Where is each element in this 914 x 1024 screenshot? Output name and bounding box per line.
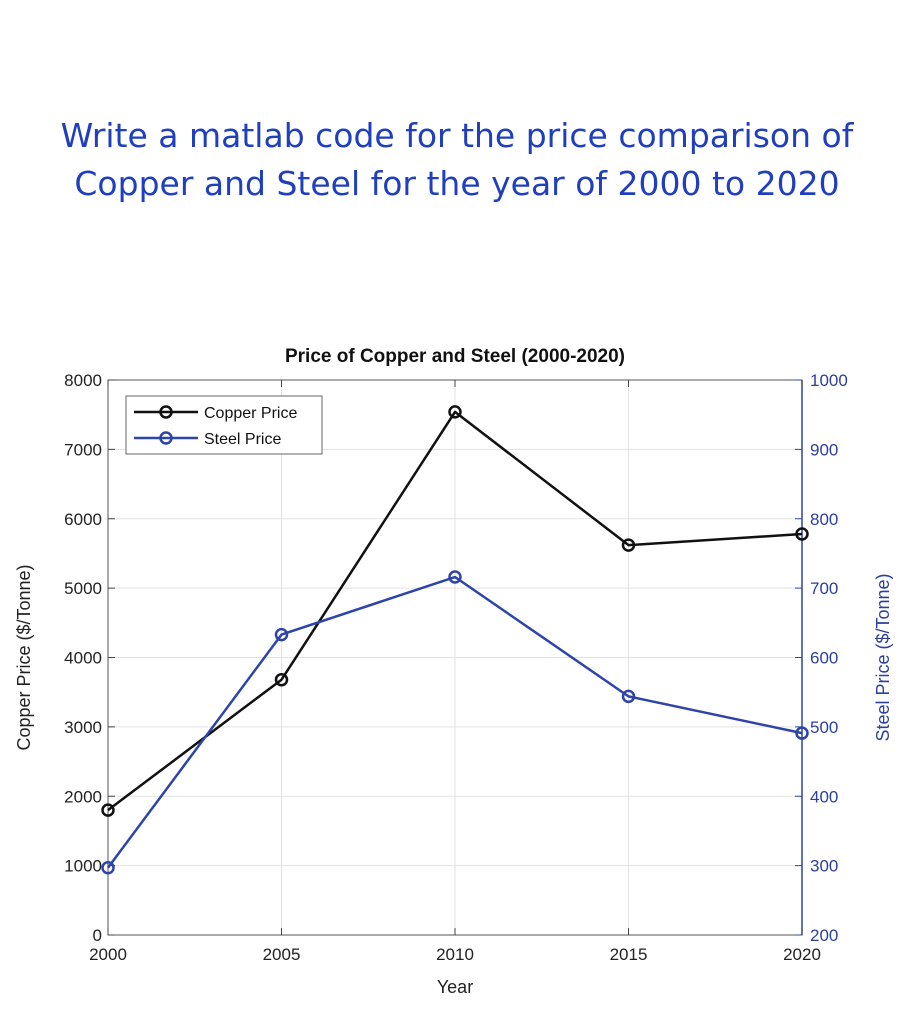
copper-price-point [448,405,462,419]
legend-label-steel: Steel Price [204,431,281,448]
y-right-tick-label: 300 [810,857,838,876]
legend-marker-copper [159,405,173,419]
copper-price-point [101,803,115,817]
y-right-tick-label: 200 [810,926,838,945]
prompt-line-1: Write a matlab code for the price compar… [60,116,854,155]
series-layer [101,405,809,875]
legend-label-copper: Copper Price [204,405,297,422]
y-right-axis-label: Steel Price ($/Tonne) [873,573,893,741]
y-left-tick-label: 3000 [64,718,102,737]
steel-price-point [101,860,115,875]
y-right-tick-label: 400 [810,787,838,806]
x-tick-label: 2010 [436,945,474,964]
y-right-tick-label: 800 [810,510,838,529]
steel-price-point [448,570,462,584]
axis-ticks: 2000 2005 2010 2015 2020 0 1000 2000 3000 4000 500… [64,371,848,964]
x-axis-label: Year [437,977,473,997]
steel-price-point [795,726,809,740]
steel-price-line [106,575,803,869]
y-right-tick-label: 700 [810,579,838,598]
x-tick-label: 2020 [783,945,821,964]
y-left-tick-label: 2000 [64,787,102,806]
grid-lines [107,379,803,936]
x-tick-label: 2015 [610,945,648,964]
y-left-tick-label: 1000 [64,857,102,876]
y-left-tick-label: 8000 [64,371,102,390]
copper-price-line [107,410,803,812]
y-left-tick-label: 6000 [64,510,102,529]
y-right-tick-label: 1000 [810,371,848,390]
y-left-tick-label: 7000 [64,440,102,459]
legend-marker-steel [159,431,173,445]
question-prompt: Write a matlab code for the price compar… [0,112,914,208]
legend-box [125,395,323,455]
y-right-tick-label: 500 [810,718,838,737]
copper-price-point [795,527,809,541]
x-tick-label: 2000 [89,945,127,964]
y-left-tick-label: 5000 [64,579,102,598]
y-left-tick-label: 0 [93,926,102,945]
price-chart: 2000 2005 2010 2015 2020 0 1000 2000 3000 4000 500… [14,346,893,997]
y-left-tick-label: 4000 [64,649,102,668]
y-right-tick-label: 900 [810,440,838,459]
x-tick-label: 2005 [263,945,301,964]
legend: Copper Price Steel Price [125,395,323,455]
copper-price-point [274,672,289,687]
prompt-line-2: Copper and Steel for the year of 2000 to… [74,164,840,203]
y-left-axis-label: Copper Price ($/Tonne) [14,564,34,750]
copper-price-point [621,538,636,552]
y-right-tick-label: 600 [810,649,838,668]
chart-title: Price of Copper and Steel (2000-2020) [285,346,625,367]
steel-price-point [621,689,636,704]
steel-price-point [274,627,289,642]
